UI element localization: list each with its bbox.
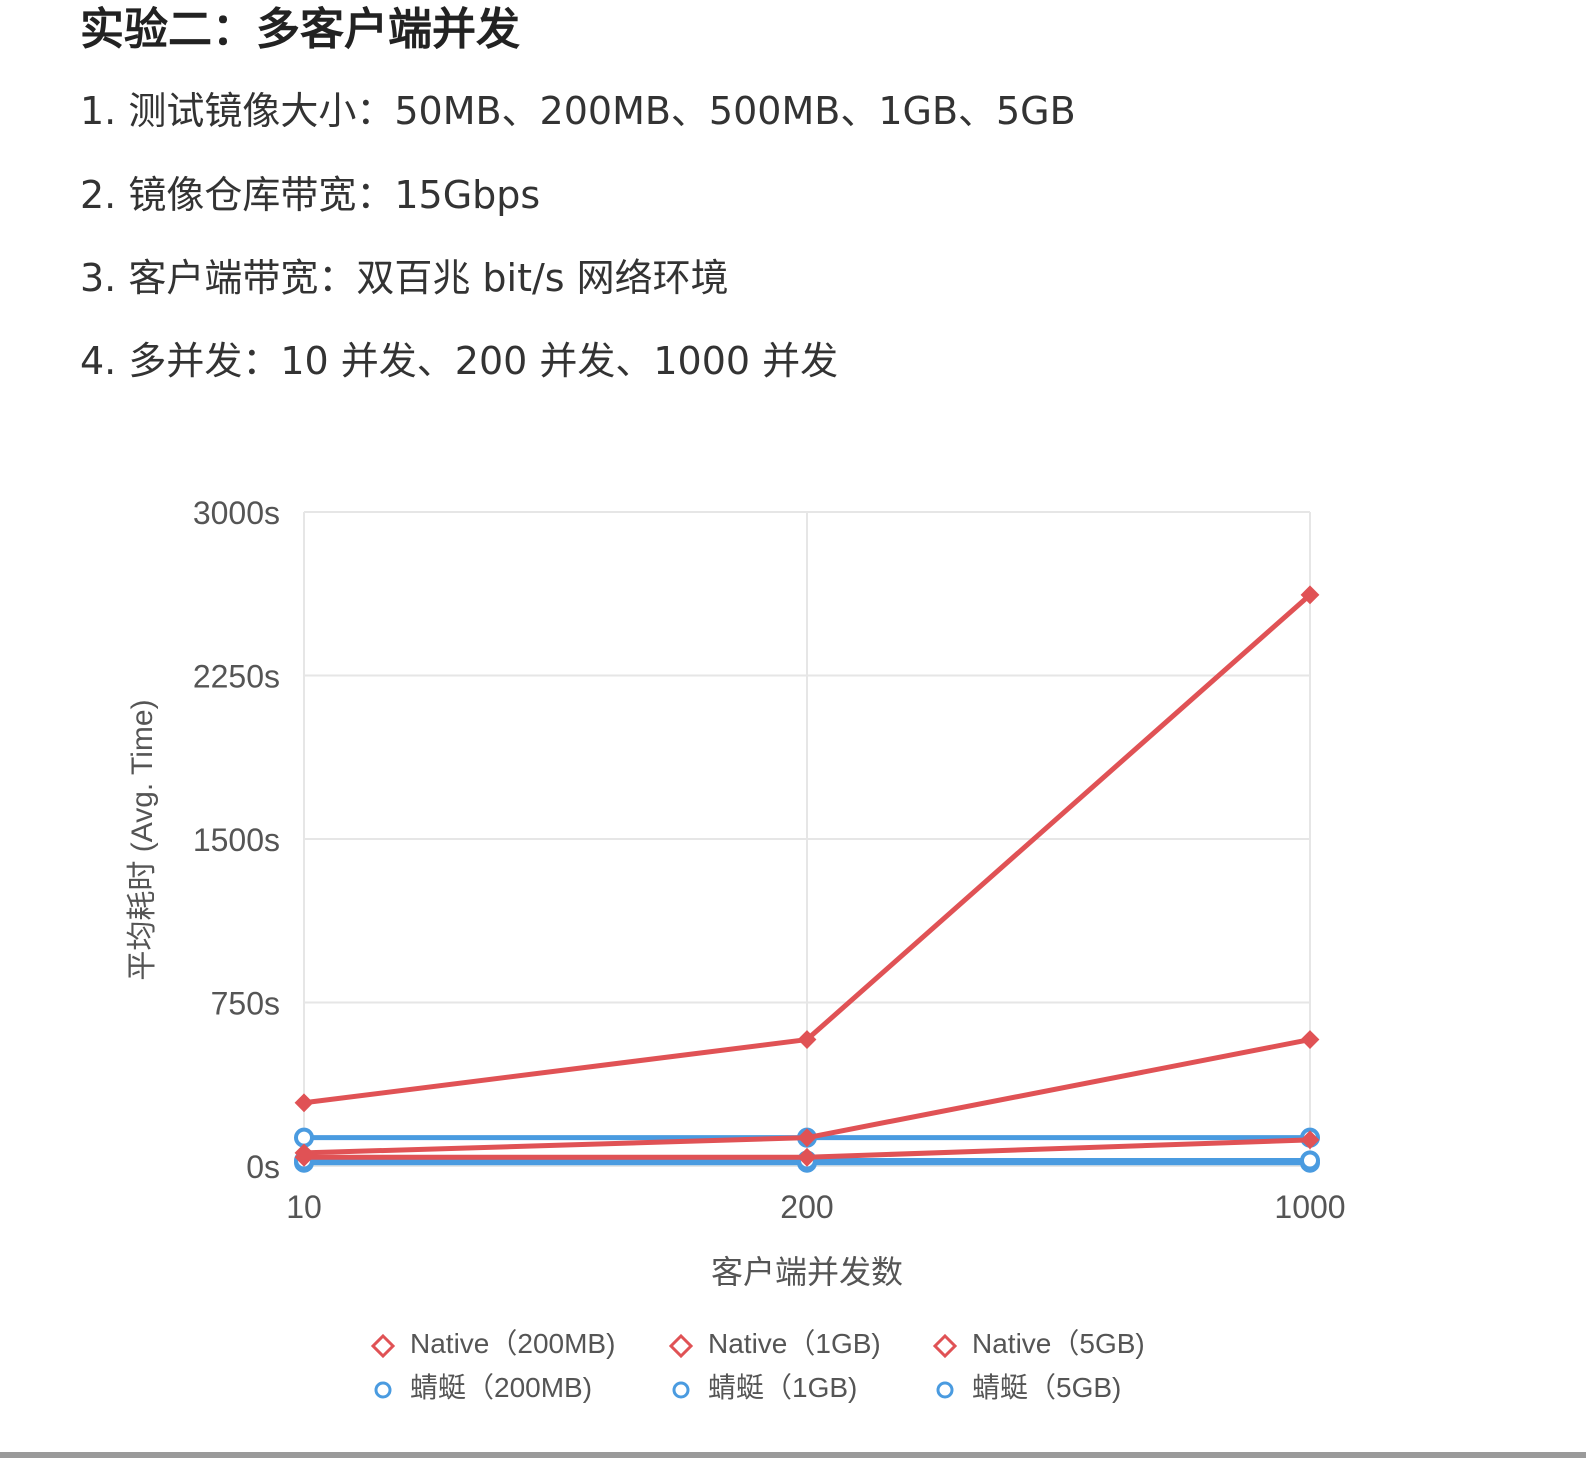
diamond-marker-icon [668, 1333, 694, 1358]
x-tick-label: 1000 [1274, 1189, 1345, 1225]
spec-item-client-bandwidth: 3. 客户端带宽：双百兆 bit/s 网络环境 [80, 256, 729, 300]
legend-item-dragonfly-200mb: 蜻蜓（200MB) [370, 1370, 592, 1406]
data-point-diamond [1300, 1030, 1320, 1049]
diamond-marker-icon [370, 1333, 396, 1358]
legend-label: 蜻蜓（1GB) [708, 1372, 858, 1403]
chart-legend: Native（200MB) Native（1GB) Native（5GB) 蜻蜓… [370, 1326, 1230, 1416]
spec-item-concurrency: 4. 多并发：10 并发、200 并发、1000 并发 [80, 339, 839, 383]
y-axis-ticks: 0s 750s 1500s 2250s 3000s [193, 495, 280, 1185]
chart-series [294, 585, 1320, 1173]
legend-item-native-5gb: Native（5GB) [932, 1326, 1145, 1362]
line-chart: 0s 750s 1500s 2250s 3000s 10 200 1000 平均耗时 (Av… [0, 440, 1586, 1450]
x-tick-label: 10 [286, 1189, 322, 1225]
legend-item-native-200mb: Native（200MB) [370, 1326, 615, 1362]
data-point-diamond [797, 1128, 817, 1148]
legend-label: Native（200MB) [410, 1328, 616, 1359]
section-heading: 实验二：多客户端并发 [80, 4, 520, 55]
x-axis-ticks: 10 200 1000 [286, 1189, 1345, 1225]
data-point-diamond [294, 1093, 314, 1113]
diamond-marker-icon [932, 1333, 958, 1358]
circle-marker-icon [672, 1381, 690, 1399]
data-point-diamond [1300, 1130, 1320, 1150]
legend-label: Native（5GB) [972, 1328, 1145, 1359]
circle-marker-icon [374, 1381, 392, 1399]
x-tick-label: 200 [780, 1189, 833, 1225]
data-point-circle [1300, 1150, 1320, 1171]
spec-item-image-size: 1. 测试镜像大小：50MB、200MB、500MB、1GB、5GB [80, 89, 1076, 133]
data-point-diamond [797, 1030, 817, 1049]
legend-item-dragonfly-1gb: 蜻蜓（1GB) [668, 1370, 857, 1406]
legend-label: 蜻蜓（200MB) [410, 1372, 593, 1403]
y-tick-label: 2250s [193, 659, 280, 695]
legend-item-native-1gb: Native（1GB) [668, 1326, 881, 1362]
data-point-diamond [797, 1147, 817, 1167]
legend-label: Native（1GB) [708, 1328, 881, 1359]
y-axis-label: 平均耗时 (Avg. Time) [126, 699, 159, 980]
data-point-diamond [294, 1143, 314, 1163]
legend-item-dragonfly-5gb: 蜻蜓（5GB) [932, 1370, 1121, 1406]
y-tick-label: 0s [246, 1149, 280, 1185]
x-axis-label: 客户端并发数 [711, 1253, 903, 1291]
circle-marker-icon [936, 1381, 954, 1399]
data-point-circle [294, 1127, 314, 1148]
y-tick-label: 3000s [193, 495, 280, 531]
legend-label: 蜻蜓（5GB) [972, 1372, 1122, 1403]
chart-grid [303, 511, 1311, 1167]
chart-canvas: 0s 750s 1500s 2250s 3000s 10 200 1000 平均耗时 (Av… [126, 495, 1346, 1291]
y-tick-label: 750s [211, 986, 280, 1022]
page-bottom-border [0, 1452, 1586, 1458]
spec-item-registry-bandwidth: 2. 镜像仓库带宽：15Gbps [80, 173, 541, 217]
data-point-diamond [1300, 585, 1320, 605]
y-tick-label: 1500s [193, 822, 280, 858]
